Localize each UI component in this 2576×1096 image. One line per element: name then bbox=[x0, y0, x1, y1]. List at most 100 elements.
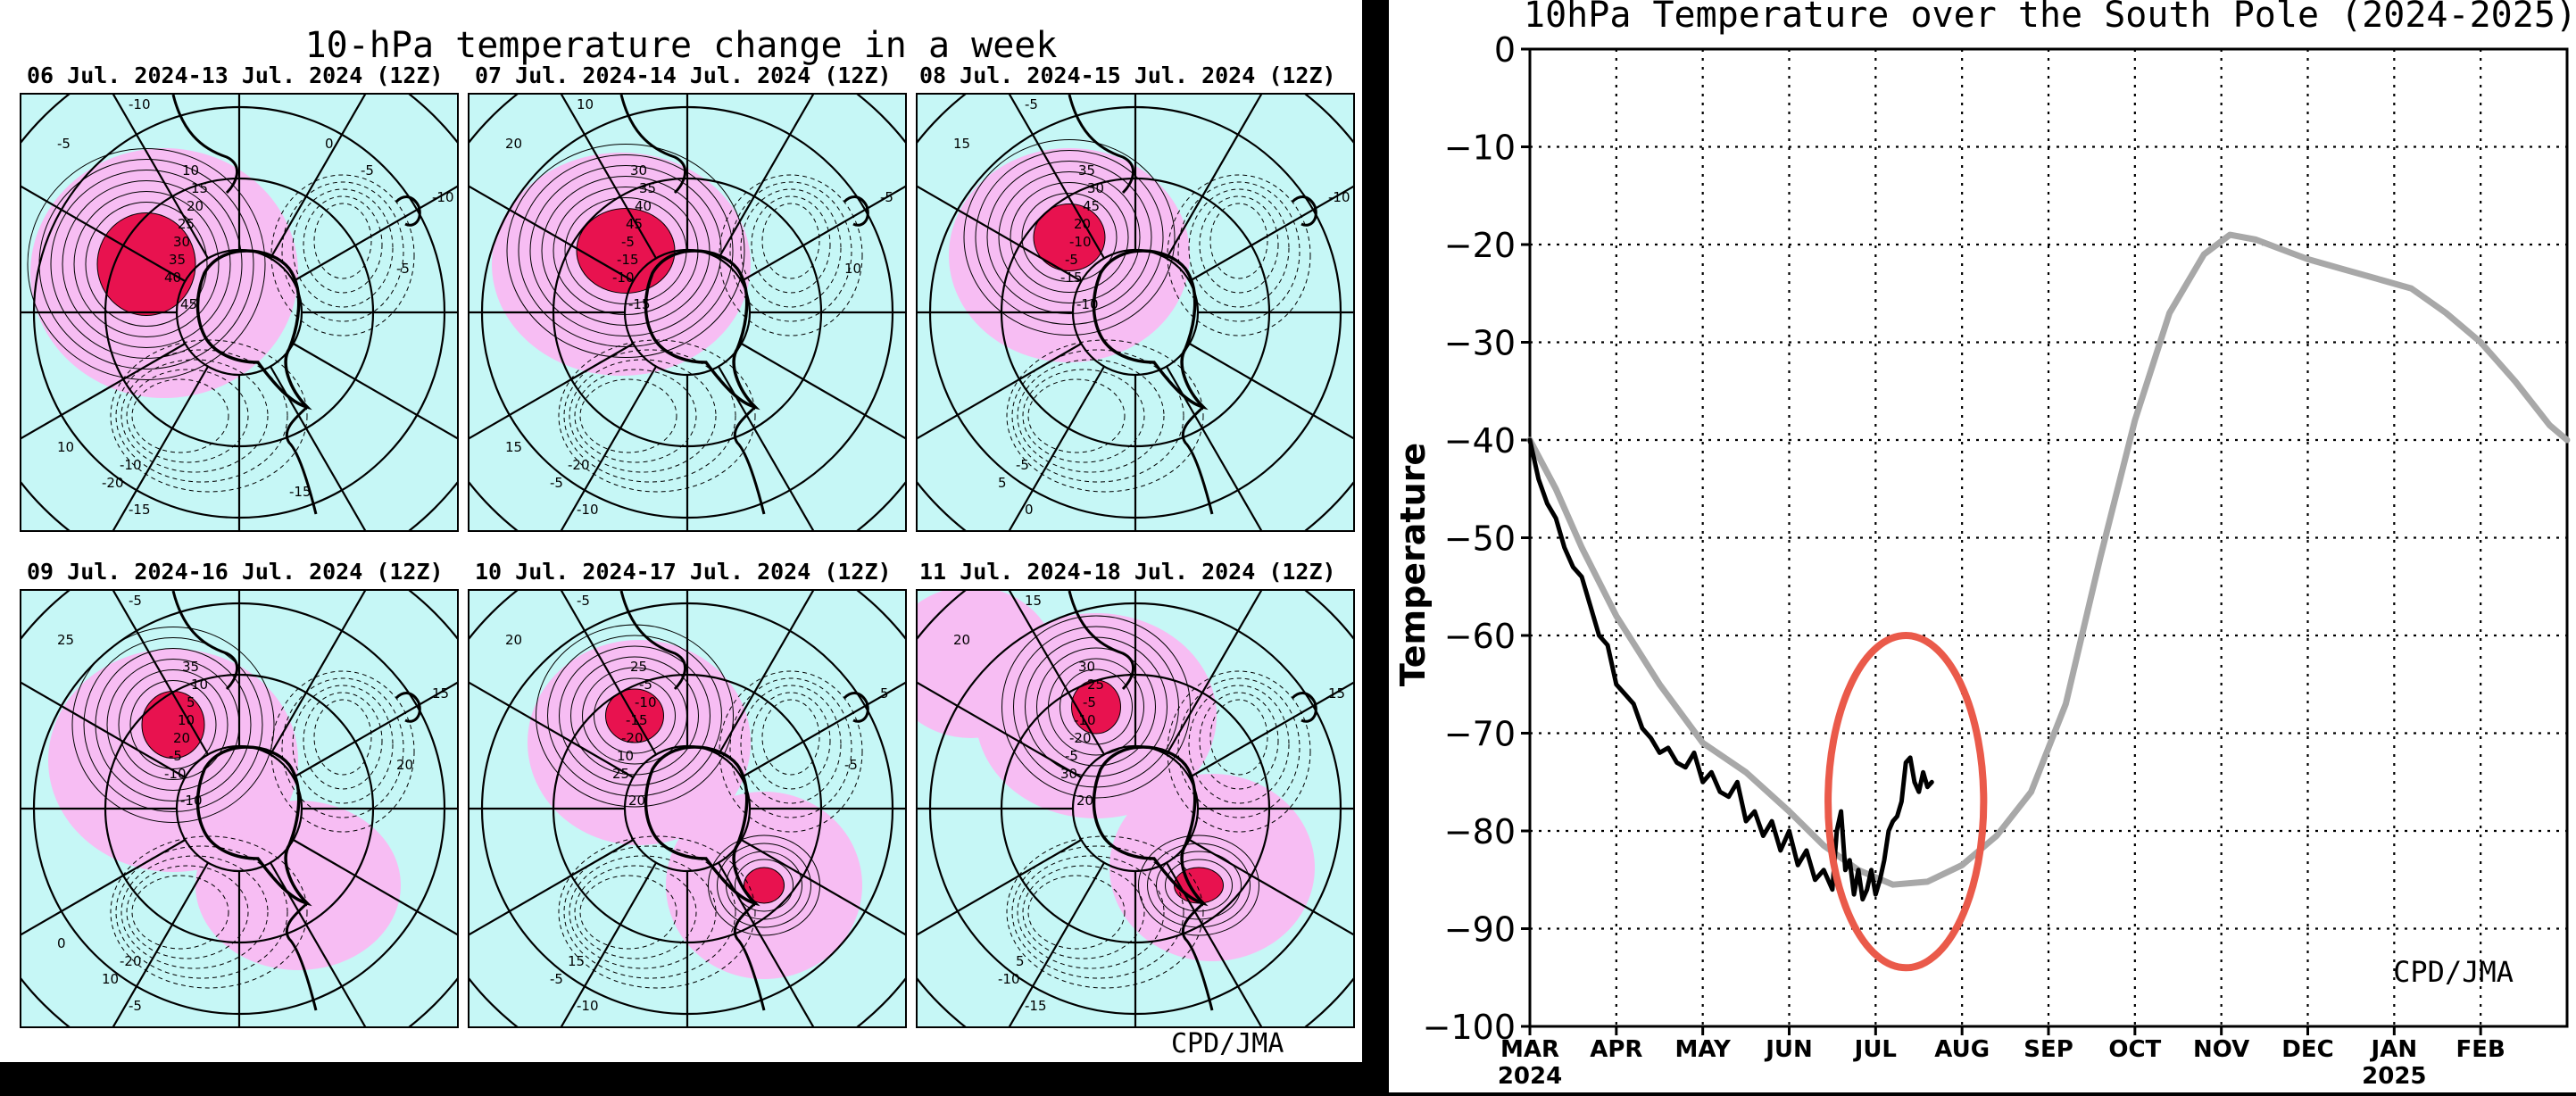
contour-label: -10 bbox=[612, 270, 635, 286]
x-tick-label: JUL bbox=[1853, 1036, 1897, 1063]
contour-label: -5 bbox=[1065, 748, 1078, 764]
contour-label: -15 bbox=[1060, 270, 1083, 286]
map-credit: CPD/JMA bbox=[1171, 1028, 1284, 1059]
contour-label: 10 bbox=[178, 712, 195, 728]
antarctica-coastline bbox=[195, 745, 312, 907]
contour-label: -10 bbox=[577, 998, 599, 1014]
map-panel: -10 -5 10 15 20 25 30 35 40 45 -10 -15 -20 -10 -5 10 -5-… bbox=[20, 93, 459, 532]
x-tick-label: DEC bbox=[2281, 1036, 2333, 1063]
contour-label: 10 bbox=[102, 971, 119, 987]
strong-warming-region bbox=[744, 867, 785, 904]
contour-label: 20 bbox=[953, 632, 970, 648]
x-tick-year-label: 2024 bbox=[1498, 1063, 1562, 1090]
map-panel-title: 11 Jul. 2024-18 Jul. 2024 (12Z) bbox=[919, 559, 1336, 585]
y-tick-label: −10 bbox=[1444, 129, 1516, 168]
contour-label: -5 bbox=[1065, 252, 1078, 268]
strong-warming-region bbox=[96, 212, 196, 316]
map-panel: 15 20 30 25 -5 -10 -20 -5 30 20 5 -15 -10 15 bbox=[916, 589, 1355, 1028]
x-tick-label: MAR bbox=[1500, 1036, 1559, 1063]
contour-label: 20 bbox=[396, 757, 413, 773]
contour-label: -10 bbox=[998, 971, 1020, 987]
map-panel-title: 10 Jul. 2024-17 Jul. 2024 (12Z) bbox=[475, 559, 892, 585]
contour-label: -20 bbox=[102, 475, 124, 491]
contour-label: 45 bbox=[180, 296, 197, 312]
antarctica-coastline bbox=[1092, 249, 1209, 411]
temperature-chart: 10hPa Temperature over the South Pole (2… bbox=[1393, 0, 2576, 1090]
contour-label: -10 bbox=[1069, 234, 1092, 250]
contour-label: -5 bbox=[880, 189, 893, 205]
contour-label: -5 bbox=[550, 475, 563, 491]
positive-anomaly-region bbox=[918, 591, 1056, 738]
contour-label: -5 bbox=[361, 162, 374, 179]
contour-label: 5 bbox=[880, 685, 889, 702]
contour-label: -20 bbox=[1069, 730, 1092, 746]
contour-label: 0 bbox=[57, 935, 66, 951]
y-tick-label: −50 bbox=[1444, 519, 1516, 559]
strong-warming-region bbox=[1033, 203, 1106, 271]
contour-label: 5 bbox=[187, 694, 195, 710]
map-panel-title: 09 Jul. 2024-16 Jul. 2024 (12Z) bbox=[27, 559, 444, 585]
x-tick-label: AUG bbox=[1934, 1036, 1990, 1063]
contour-label: 0 bbox=[1025, 502, 1034, 518]
contour-label: 30 bbox=[630, 162, 647, 179]
contour-label: -5 bbox=[844, 757, 858, 773]
y-tick-label: −20 bbox=[1444, 226, 1516, 265]
x-tick-label: NOV bbox=[2193, 1036, 2249, 1063]
contour-label: -20 bbox=[568, 457, 590, 473]
antarctica-coastline bbox=[1092, 745, 1209, 907]
contour-label: 40 bbox=[164, 270, 181, 286]
contour-label: 15 bbox=[432, 685, 449, 702]
y-tick-label: −60 bbox=[1444, 617, 1516, 656]
contour-label: 15 bbox=[1328, 685, 1345, 702]
contour-label: -10 bbox=[1328, 189, 1350, 205]
contour-label: 20 bbox=[628, 793, 645, 809]
contour-label: 20 bbox=[1076, 793, 1093, 809]
contour-label: -5 bbox=[1016, 457, 1029, 473]
contour-label: 45 bbox=[1083, 198, 1100, 214]
positive-anomaly-region bbox=[1109, 774, 1315, 961]
left-figure: 10-hPa temperature change in a week 06 J… bbox=[0, 0, 1362, 1062]
contour-label: 20 bbox=[505, 136, 522, 152]
contour-label: -15 bbox=[617, 252, 639, 268]
contour-label: 0 bbox=[325, 136, 334, 152]
contour-label: 10 bbox=[577, 96, 594, 112]
antarctica-coastline bbox=[644, 249, 760, 411]
contour-label: -10 bbox=[635, 694, 657, 710]
contour-label: 5 bbox=[1016, 953, 1025, 969]
map-figure-title: 10-hPa temperature change in a week bbox=[304, 25, 1058, 66]
contour-label: -10 bbox=[164, 766, 187, 782]
contour-label: 40 bbox=[635, 198, 652, 214]
contour-label: -20 bbox=[621, 730, 644, 746]
contour-label: -5 bbox=[396, 261, 410, 277]
contour-label: -5 bbox=[550, 971, 563, 987]
contour-label: 35 bbox=[639, 180, 656, 196]
contour-label: 10 bbox=[57, 439, 74, 455]
contour-label: 20 bbox=[187, 198, 204, 214]
contour-label: -10 bbox=[1074, 712, 1096, 728]
contour-label: -10 bbox=[180, 793, 203, 809]
x-tick-label: OCT bbox=[2108, 1036, 2161, 1063]
contour-label: 20 bbox=[1074, 216, 1091, 232]
contour-label: -10 bbox=[120, 457, 142, 473]
contour-label: 5 bbox=[998, 475, 1007, 491]
contour-label: 25 bbox=[630, 659, 647, 675]
contour-label: -5 bbox=[577, 593, 590, 609]
map-panel-svg: -10-51015202530354045-10-15-20-10-510-5-… bbox=[21, 95, 457, 530]
contour-label: 15 bbox=[505, 439, 522, 455]
contour-label: -5 bbox=[1083, 694, 1096, 710]
x-tick-label: JAN bbox=[2370, 1036, 2418, 1063]
contour-label: -15 bbox=[626, 712, 648, 728]
x-tick-year-label: 2025 bbox=[2362, 1063, 2426, 1090]
contour-label: 15 bbox=[191, 180, 208, 196]
contour-label: 30 bbox=[1087, 180, 1104, 196]
contour-label: 10 bbox=[182, 162, 199, 179]
contour-label: 25 bbox=[1087, 677, 1104, 693]
contour-label: -5 bbox=[1025, 96, 1038, 112]
map-panel: -5 25 35 10 5 10 20 -5 -10 -10 -20 -5 10 15 20 0 bbox=[20, 589, 459, 1028]
contour-label: 35 bbox=[182, 659, 199, 675]
antarctica-coastline bbox=[195, 249, 312, 411]
contour-label: -15 bbox=[129, 502, 151, 518]
